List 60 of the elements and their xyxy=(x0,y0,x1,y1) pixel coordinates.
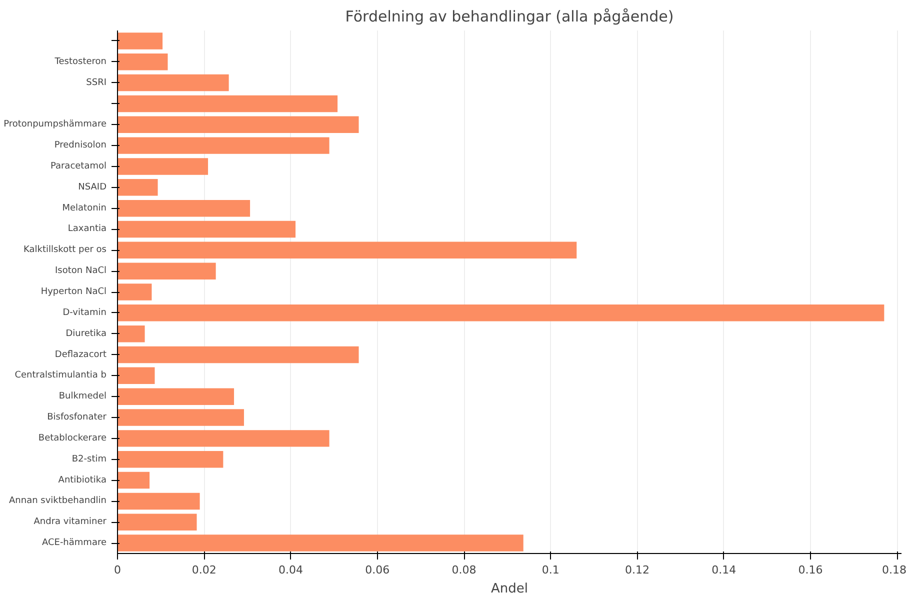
x-tick-label: 0.06 xyxy=(365,564,390,576)
bar xyxy=(118,409,244,426)
y-tick-label: Isoton NaCl xyxy=(55,266,106,276)
y-tick-label: NSAID xyxy=(78,182,107,192)
y-tick-label: Protonpumpshämmare xyxy=(4,120,107,130)
y-tick-label: Betablockerare xyxy=(38,433,107,444)
bar xyxy=(118,325,145,342)
bar xyxy=(118,95,338,112)
x-tick-label: 0.04 xyxy=(278,564,304,576)
bar xyxy=(118,262,216,280)
bar xyxy=(118,74,229,92)
bar xyxy=(118,492,200,510)
bar xyxy=(118,346,359,364)
x-axis-title: Andel xyxy=(491,582,528,596)
bar xyxy=(118,179,158,196)
y-tick-label: Prednisolon xyxy=(54,140,107,151)
x-tick-label: 0.16 xyxy=(798,564,823,576)
y-tick-label: Andra vitaminer xyxy=(34,517,107,528)
y-tick-label: Testosteron xyxy=(54,56,107,67)
bar xyxy=(118,116,359,134)
x-tick-label: 0.08 xyxy=(452,564,476,576)
y-tick-label: Bulkmedel xyxy=(58,392,107,402)
bar xyxy=(118,54,168,70)
bar xyxy=(118,158,208,175)
y-tick-label: Kalktillskott per os xyxy=(23,245,107,256)
y-tick-label: Annan sviktbehandlin xyxy=(9,496,107,506)
y-tick-label: Centralstimulantia b xyxy=(14,370,107,381)
y-tick-label: ACE-hämmare xyxy=(42,538,107,548)
x-tick-label: 0.1 xyxy=(542,564,560,576)
bar xyxy=(118,200,250,217)
bar xyxy=(118,32,163,50)
y-tick-label: Paracetamol xyxy=(50,161,107,172)
x-tick-label: 0.18 xyxy=(882,564,906,576)
bar xyxy=(118,284,152,300)
bar xyxy=(118,430,330,447)
x-tick-label: 0.02 xyxy=(192,564,216,576)
y-tick-label: Diuretika xyxy=(66,328,107,339)
y-tick-label: Deflazacort xyxy=(54,350,107,360)
bar xyxy=(118,514,197,530)
bar xyxy=(118,534,524,552)
y-tick-label: Antibiotika xyxy=(58,475,107,486)
y-tick-label: Bisfosfonater xyxy=(47,412,107,423)
y-tick-label: SSRI xyxy=(86,78,107,88)
y-tick-label: Melatonin xyxy=(62,203,107,214)
y-tick-label: Laxantia xyxy=(68,224,107,234)
bar xyxy=(118,367,155,384)
x-tick-label: 0.14 xyxy=(712,564,736,576)
y-tick-label: Hyperton NaCl xyxy=(40,287,107,297)
x-tick-label: 0.12 xyxy=(625,564,650,576)
y-tick-label: B2-stim xyxy=(72,454,107,464)
bar xyxy=(118,220,296,238)
bar xyxy=(118,450,224,468)
bar xyxy=(118,137,330,154)
y-tick-label: D-vitamin xyxy=(62,308,107,318)
bar xyxy=(118,388,234,405)
bar xyxy=(118,304,884,322)
bar xyxy=(118,242,577,259)
chart-title: Fördelning av behandlingar (alla pågående) xyxy=(345,8,674,26)
x-tick-label: 0 xyxy=(114,564,121,576)
bar xyxy=(118,472,150,489)
